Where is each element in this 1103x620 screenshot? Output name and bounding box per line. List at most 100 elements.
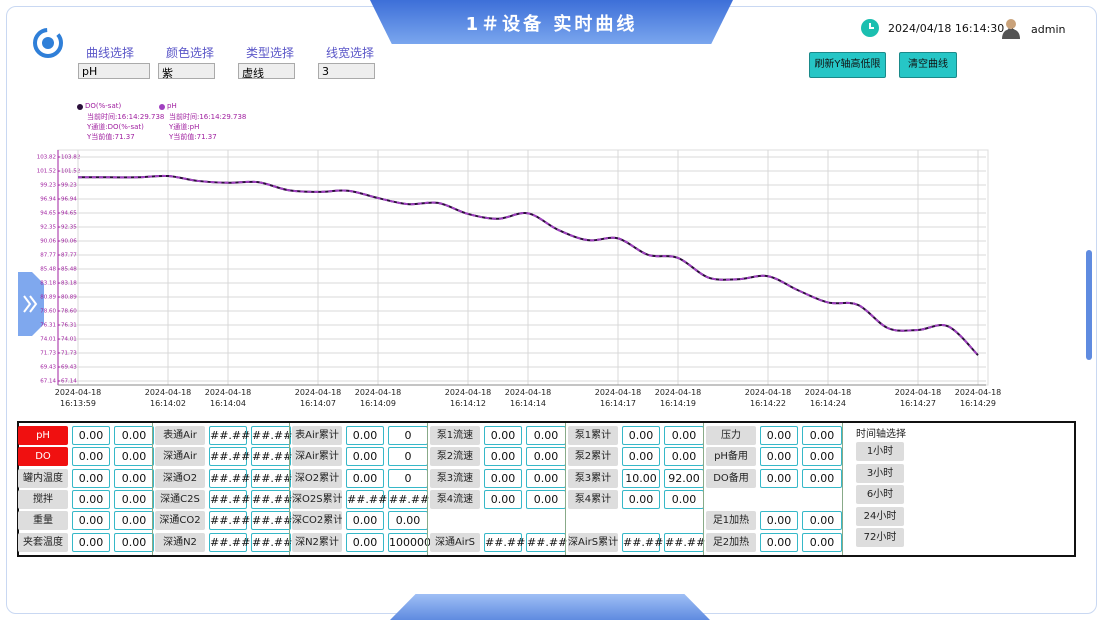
button[interactable]: 刷新Y轴高低限	[809, 52, 886, 78]
cell-value: 0.00	[114, 468, 154, 488]
cell-value: 0.00	[526, 447, 566, 467]
cell-value: 0.00	[346, 426, 384, 445]
cell-value: 0	[388, 426, 428, 445]
y2-tick-label: 74.01	[61, 337, 77, 343]
series-line	[78, 174, 979, 356]
y-tick-label: 80.89	[40, 295, 56, 301]
cell-label: 泵3累计	[568, 468, 618, 488]
side-bar	[1086, 250, 1092, 360]
cell-label: 深通Air	[155, 447, 205, 467]
legend-swatch	[159, 104, 165, 110]
dropdown[interactable]: pH	[78, 63, 150, 79]
cell-label: DO备用	[706, 468, 756, 488]
cell-value: ##.##	[209, 511, 250, 531]
cell-value: 0.00	[72, 447, 110, 467]
y2-tick-label: 80.89	[61, 295, 77, 301]
cell-label: 泵3流速	[430, 468, 480, 488]
time-option[interactable]: 24小时	[856, 506, 904, 526]
cell-value: ##.##	[251, 511, 292, 531]
dropdown[interactable]: 3	[318, 63, 375, 79]
y-tick-label: 83.18	[40, 281, 56, 287]
page-title: 1＃设备 实时曲线	[465, 14, 638, 35]
cell-value: ##.##	[209, 489, 250, 509]
y-tick-label: 71.73	[40, 350, 56, 356]
legend-channel: Y通道:pH	[169, 123, 200, 131]
cell-label: 泵4累计	[568, 489, 618, 509]
time-option[interactable]: 3小时	[856, 463, 904, 483]
cell-label: 表通Air	[155, 426, 205, 445]
y2-tick-label: 103.82	[61, 155, 80, 161]
y-tick-label: 74.01	[40, 337, 56, 343]
cell-label: 深通C2S	[155, 489, 205, 509]
username: admin	[1031, 23, 1066, 36]
cell-value: 0.00	[526, 468, 566, 488]
cell-label: 深通CO2	[155, 511, 205, 531]
datetime: 2024/04/18 16:14:30.4	[888, 22, 1015, 35]
cell-value: ##.##	[526, 532, 567, 552]
time-option[interactable]: 1小时	[856, 442, 904, 461]
cell-value: 0.00	[622, 426, 660, 445]
footer-bar	[390, 594, 710, 620]
cell-value: 0.00	[346, 447, 384, 467]
cell-label: 深O2累计	[292, 468, 342, 488]
x-tick-label: 2024-04-18 16:14:29	[954, 388, 1002, 408]
legend-time: 当前时间:16:14:29.738	[169, 113, 247, 121]
control-label: 曲线选择	[86, 46, 135, 60]
time-option[interactable]: 72小时	[856, 528, 904, 547]
cell-value: 0.00	[802, 532, 842, 552]
cell-value: 0.00	[760, 426, 798, 445]
cell-value: 0.00	[114, 489, 154, 509]
cell-value: 0.00	[484, 468, 522, 488]
time-option[interactable]: 6小时	[856, 485, 904, 504]
cell-value: 0.00	[622, 489, 660, 509]
y-tick-label: 85.48	[40, 267, 56, 273]
y2-tick-label: 90.06	[61, 239, 77, 245]
y-tick-label: 67.14	[40, 379, 56, 385]
dropdown[interactable]: 紫	[158, 63, 215, 80]
cell-value: 0.00	[72, 426, 110, 445]
y-tick-label: 101.52	[37, 169, 56, 175]
x-tick-label: 2024-04-18 16:14:19	[654, 388, 702, 408]
y2-tick-label: 78.60	[61, 309, 77, 315]
cell-value: 0.00	[388, 511, 428, 531]
y2-tick-label: 71.73	[61, 350, 77, 356]
data-panel	[17, 421, 1076, 557]
cell-value: 0.00	[72, 489, 110, 509]
cell-value: 0	[388, 468, 428, 488]
x-tick-label: 2024-04-18 16:14:12	[444, 388, 492, 408]
y-tick-label: 76.31	[40, 323, 56, 329]
cell-value: ##.##	[251, 426, 292, 445]
y-tick-label: 94.65	[40, 211, 56, 217]
x-tick-label: 2024-04-18 16:14:14	[504, 388, 552, 408]
dropdown[interactable]: 虚线	[238, 63, 295, 80]
button[interactable]: 清空曲线	[899, 52, 957, 78]
cell-value: 0.00	[664, 426, 704, 445]
cell-value: 0.00	[114, 532, 154, 552]
y2-tick-label: 87.77	[61, 253, 77, 259]
y2-tick-label: 69.43	[61, 365, 77, 371]
cell-value: 10.00	[622, 468, 660, 488]
group-separator	[703, 423, 704, 555]
cell-value: 0.00	[484, 489, 522, 509]
cell-value: 0.00	[346, 532, 384, 552]
y2-tick-label: 67.14	[61, 379, 77, 385]
group-separator	[427, 423, 428, 555]
cell-value: 100000000	[388, 532, 452, 552]
cell-value: 0.00	[346, 511, 384, 531]
cell-value: 0	[388, 447, 428, 467]
cell-label: 搅拌	[18, 489, 68, 509]
cell-value: 0.00	[72, 511, 110, 531]
cell-value: 0.00	[664, 447, 704, 467]
cell-label: 泵1累计	[568, 426, 618, 445]
header-banner	[370, 0, 733, 44]
x-tick-label: 2024-04-18 16:14:17	[594, 388, 642, 408]
x-tick-label: 2024-04-18 16:14:09	[354, 388, 402, 408]
side-toggle[interactable]	[18, 272, 44, 336]
y-tick-label: 90.06	[40, 239, 56, 245]
cell-label: 泵4流速	[430, 489, 480, 509]
cell-label: 泵2流速	[430, 447, 480, 467]
y2-tick-label: 99.23	[61, 183, 77, 189]
cell-value: 0.00	[802, 426, 842, 445]
control-label: 颜色选择	[166, 46, 215, 60]
cell-value: 0.00	[760, 511, 798, 531]
